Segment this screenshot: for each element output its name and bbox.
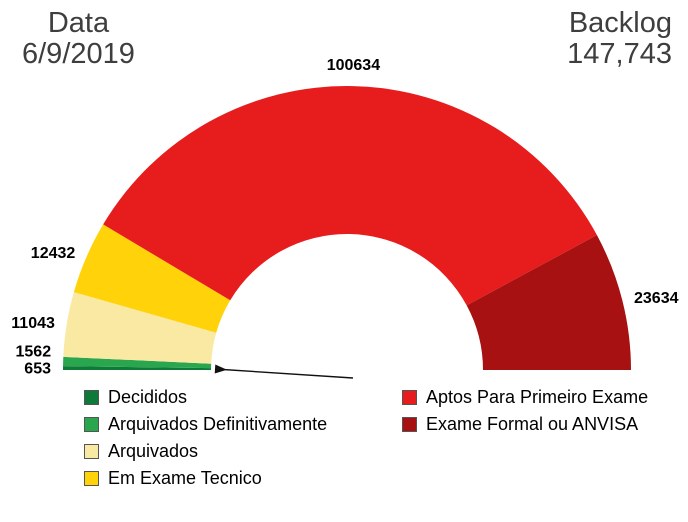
value-label-exame-formal-ou-anvisa: 23634	[634, 290, 679, 307]
legend-item-arquivados: Arquivados	[84, 442, 327, 460]
legend-item-arquivados-definitivamente: Arquivados Definitivamente	[84, 415, 327, 433]
legend-swatch	[84, 416, 99, 432]
slice-decididos	[63, 366, 212, 370]
backlog-block: Backlog 147,743	[567, 8, 672, 70]
legend-label: Decididos	[108, 387, 188, 407]
value-label-aptos-para-primeiro-exame: 100634	[327, 57, 380, 74]
legend-swatch	[402, 416, 417, 432]
backlog-value: 147,743	[567, 38, 672, 70]
legend-column-left: Decididos Arquivados Definitivamente Arqui…	[84, 388, 327, 487]
legend-swatch	[84, 470, 99, 486]
value-label-arquivados-definitivamente: 1562	[16, 344, 52, 361]
legend-item-em-exame-tecnico: Em Exame Tecnico	[84, 469, 327, 487]
slice-arquivados-definitivamente	[63, 356, 212, 369]
slice-em-exame-tecnico	[73, 224, 231, 333]
legend-item-decididos: Decididos	[84, 388, 327, 406]
date-value: 6/9/2019	[22, 38, 135, 70]
legend-swatch	[84, 389, 99, 405]
slice-aptos-para-primeiro-exame	[103, 86, 597, 306]
legend-swatch	[402, 389, 417, 405]
legend-column-right: Aptos Para Primeiro Exame Exame Formal ou…	[402, 388, 648, 433]
date-label: Data	[47, 7, 110, 39]
value-label-arquivados: 11043	[11, 315, 55, 332]
backlog-label: Backlog	[568, 7, 672, 39]
slice-exame-formal-ou-anvisa	[466, 235, 631, 370]
legend-label: Arquivados Definitivamente	[108, 414, 328, 434]
annotation-arrow	[214, 364, 354, 379]
gauge-slices	[63, 86, 631, 370]
slice-arquivados	[63, 292, 217, 364]
legend-label: Em Exame Tecnico	[108, 468, 262, 488]
legend: Decididos Arquivados Definitivamente Arqui…	[0, 388, 688, 518]
legend-label: Aptos Para Primeiro Exame	[426, 387, 649, 407]
legend-item-exame-formal-ou-anvisa: Exame Formal ou ANVISA	[402, 415, 648, 433]
value-label-decididos: 653	[24, 361, 51, 378]
legend-label: Exame Formal ou ANVISA	[426, 414, 639, 434]
value-label-em-exame-tecnico: 12432	[31, 245, 76, 262]
legend-swatch	[84, 443, 99, 459]
date-block: Data 6/9/2019	[22, 8, 135, 70]
legend-item-aptos-para-primeiro-exame: Aptos Para Primeiro Exame	[402, 388, 648, 406]
legend-label: Arquivados	[108, 441, 199, 461]
